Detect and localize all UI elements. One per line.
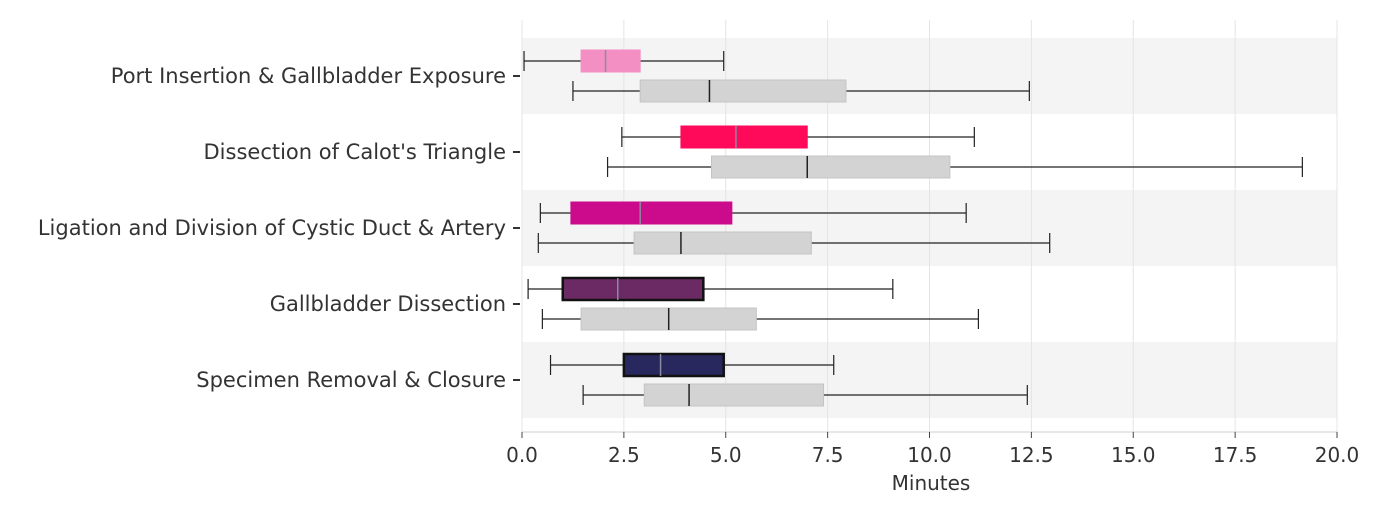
category-label: Dissection of Calot's Triangle <box>204 140 506 164</box>
box-plot-item <box>621 125 975 149</box>
x-tick-label: 7.5 <box>812 443 844 467</box>
box <box>643 383 825 407</box>
x-tick-label: 15.0 <box>1111 443 1156 467</box>
box <box>561 276 705 302</box>
x-tick-label: 12.5 <box>1009 443 1054 467</box>
box <box>622 352 725 378</box>
category-label: Ligation and Division of Cystic Duct & A… <box>38 216 506 240</box>
x-tick-label: 0.0 <box>506 443 538 467</box>
x-axis: 0.0 2.5 5.0 7.5 10.0 12.5 15.0 17.5 20.0 <box>506 431 1360 467</box>
box-plot-item <box>582 383 1028 407</box>
box-plot-item <box>549 352 835 378</box>
box-plot-item <box>537 231 1051 255</box>
box-plot-item <box>539 201 967 225</box>
box-plot-item <box>527 276 894 302</box>
box <box>633 231 812 255</box>
x-axis-label: Minutes <box>892 471 971 495</box>
box-plots <box>523 49 1303 407</box>
category-label: Specimen Removal & Closure <box>196 368 506 392</box>
box <box>570 201 733 225</box>
box-plot-item <box>523 49 725 73</box>
x-tick-label: 2.5 <box>608 443 640 467</box>
box <box>580 49 641 73</box>
category-label: Port Insertion & Gallbladder Exposure <box>111 64 506 88</box>
x-tick-label: 20.0 <box>1315 443 1360 467</box>
x-tick-label: 5.0 <box>710 443 742 467</box>
x-tick-label: 17.5 <box>1213 443 1258 467</box>
box <box>680 125 808 149</box>
category-axis: Port Insertion & Gallbladder Exposure Dis… <box>38 64 520 392</box>
box <box>639 79 847 103</box>
x-tick-label: 10.0 <box>907 443 952 467</box>
category-label: Gallbladder Dissection <box>270 292 506 316</box>
box-plot-item <box>606 155 1303 179</box>
box-plot-item <box>541 307 980 331</box>
box <box>710 155 951 179</box>
box-plot-item <box>572 79 1030 103</box>
